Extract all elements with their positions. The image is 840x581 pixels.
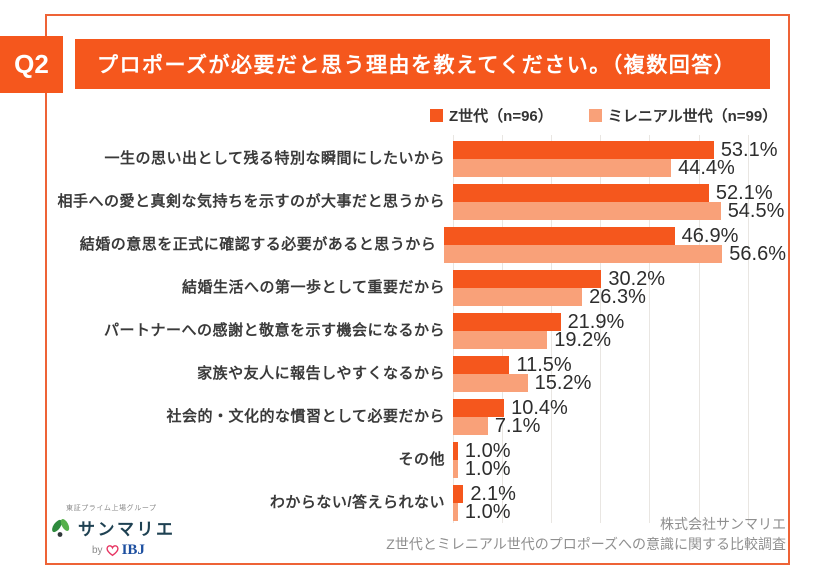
sunmarie-logo: 東証プライム上場グループ サンマリエ by IBJ xyxy=(50,503,176,559)
bar-millennial xyxy=(453,373,528,392)
value-label: 1.0% xyxy=(464,457,511,480)
value-label: 2.1% xyxy=(470,482,516,505)
value-label: 10.4% xyxy=(511,396,568,419)
question-number-badge: Q2 xyxy=(0,36,63,93)
bar-zsedai xyxy=(453,183,709,202)
chart-row: 結婚生活への第一歩として重要だから 30.2% 26.3% xyxy=(55,266,786,309)
source-survey-title: Z世代とミレニアル世代のプロポーズへの意識に関する比較調査 xyxy=(386,536,786,553)
bar-millennial xyxy=(453,416,488,435)
bar-millennial xyxy=(453,502,458,521)
chart-row: 結婚の意思を正式に確認する必要があると思うから 46.9% 56.6% xyxy=(55,223,786,266)
category-label: その他 xyxy=(398,450,445,468)
value-label: 53.1% xyxy=(720,138,778,161)
value-label: 15.2% xyxy=(534,371,592,394)
legend-swatch-millennial-icon xyxy=(588,109,602,122)
value-label: 26.3% xyxy=(589,285,646,308)
value-label: 56.6% xyxy=(729,242,786,265)
bar-zsedai xyxy=(453,312,561,331)
category-label: パートナーへの感謝と敬意を示す機会になるから xyxy=(103,321,445,339)
source-note: 株式会社サンマリエ Z世代とミレニアル世代のプロポーズへの意識に関する比較調査 xyxy=(386,514,786,555)
report-card-border xyxy=(45,14,790,565)
logo-brand-text: サンマリエ xyxy=(78,520,176,539)
question-title-bar: プロポーズが必要だと思う理由を教えてください。（複数回答） xyxy=(75,39,770,89)
question-number-label: Q2 xyxy=(14,49,49,79)
value-label: 21.9% xyxy=(567,310,625,333)
bar-zsedai xyxy=(453,398,505,417)
legend-swatch-zsedai-icon xyxy=(430,109,443,122)
legend-label-millennial: ミレニアル世代（n=99） xyxy=(607,108,778,125)
chart-row: 家族や友人に報告しやすくなるから 11.5% 15.2% xyxy=(55,352,786,395)
category-label: 相手への愛と真剣な気持ちを示すのが大事だと思うから xyxy=(57,192,445,210)
legend-label-zsedai: Z世代（n=96） xyxy=(449,108,553,125)
category-label: わからない/答えられない xyxy=(269,493,445,511)
value-label: 46.9% xyxy=(681,224,739,247)
bar-zsedai xyxy=(444,226,675,245)
bar-chart: 一生の思い出として残る特別な瞬間にしたいから 53.1% 44.4% 相手への愛と真剣… xyxy=(55,137,786,524)
value-label: 1.0% xyxy=(464,500,511,523)
value-label: 44.4% xyxy=(678,156,735,179)
value-label: 30.2% xyxy=(608,267,666,290)
gridline xyxy=(747,135,749,523)
logo-tagline: 東証プライム上場グループ xyxy=(66,505,157,512)
bar-millennial xyxy=(444,244,723,263)
gridline xyxy=(698,135,700,523)
category-label: 社会的・文化的な慣習として必要だから xyxy=(166,407,445,425)
source-company: 株式会社サンマリエ xyxy=(660,516,786,532)
legend-item-zsedai: Z世代（n=96） xyxy=(430,105,553,126)
category-label: 一生の思い出として残る特別な瞬間にしたいから xyxy=(104,149,445,167)
gridline xyxy=(649,135,651,523)
bar-millennial xyxy=(453,158,672,177)
chart-row: その他 1.0% 1.0% xyxy=(55,438,786,481)
leaf-icon xyxy=(52,518,70,537)
category-label: 家族や友人に報告しやすくなるから xyxy=(197,364,445,382)
bar-millennial xyxy=(453,201,721,220)
chart-legend: Z世代（n=96） ミレニアル世代（n=99） xyxy=(430,105,777,126)
gridline xyxy=(600,135,602,523)
value-label: 11.5% xyxy=(516,353,572,376)
bar-zsedai xyxy=(453,484,464,503)
bar-millennial xyxy=(453,287,583,306)
bar-zsedai xyxy=(453,269,602,288)
bar-millennial xyxy=(453,459,458,478)
heart-icon xyxy=(105,544,119,556)
bar-zsedai xyxy=(453,355,510,374)
chart-row: わからない/答えられない 2.1% 1.0% xyxy=(55,481,786,524)
value-label: 52.1% xyxy=(715,181,773,204)
bar-zsedai xyxy=(453,441,458,460)
chart-row: 一生の思い出として残る特別な瞬間にしたいから 53.1% 44.4% xyxy=(55,137,786,180)
value-label: 1.0% xyxy=(464,439,511,462)
bar-millennial xyxy=(453,330,548,349)
value-label: 54.5% xyxy=(727,199,785,222)
category-label: 結婚生活への第一歩として重要だから xyxy=(181,278,445,296)
value-label: 19.2% xyxy=(554,328,612,351)
chart-row: 相手への愛と真剣な気持ちを示すのが大事だと思うから 52.1% 54.5% xyxy=(55,180,786,223)
question-title: プロポーズが必要だと思う理由を教えてください。（複数回答） xyxy=(97,54,737,77)
chart-row: 社会的・文化的な慣習として必要だから 10.4% 7.1% xyxy=(55,395,786,438)
chart-row: パートナーへの感謝と敬意を示す機会になるから 21.9% 19.2% xyxy=(55,309,786,352)
legend-item-millennial: ミレニアル世代（n=99） xyxy=(588,105,778,126)
bar-zsedai xyxy=(453,140,714,159)
value-label: 7.1% xyxy=(494,414,541,437)
logo-partner-text: IBJ xyxy=(121,542,145,558)
category-label: 結婚の意思を正式に確認する必要があると思うから xyxy=(79,235,437,253)
logo-by-text: by xyxy=(92,545,103,556)
